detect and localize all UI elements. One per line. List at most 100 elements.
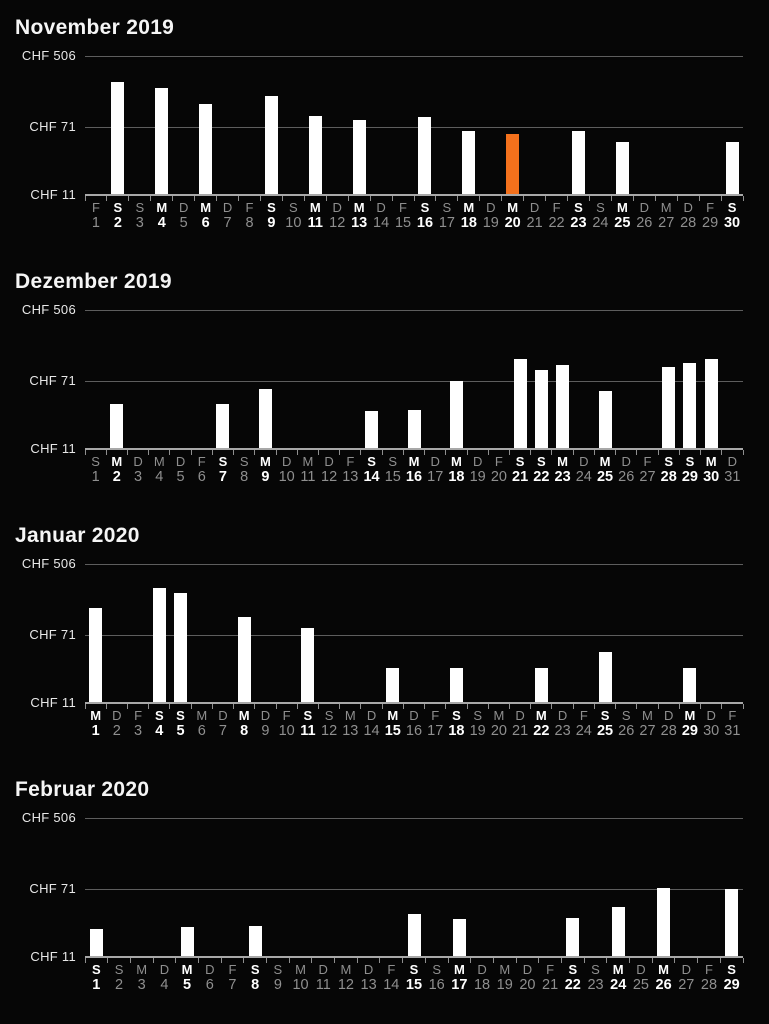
price-bar[interactable] <box>611 906 625 957</box>
price-bar[interactable] <box>418 117 432 195</box>
axis-tick <box>636 450 638 455</box>
weekday-label: D <box>205 962 215 977</box>
day-number: 29 <box>681 723 698 739</box>
month-chart-november-2019: November 2019 CHF 506 CHF 71 CHF 11 F 1 S 2 S 3 M 4… <box>0 0 769 254</box>
weekday-label: D <box>260 708 271 723</box>
axis-tick <box>211 704 213 709</box>
day-number: 28 <box>660 469 677 485</box>
price-bar[interactable] <box>556 365 570 449</box>
price-bar[interactable] <box>572 131 585 195</box>
day-number: 22 <box>564 977 581 993</box>
axis-tick <box>275 704 277 709</box>
price-bar[interactable] <box>386 667 400 703</box>
weekday-label: M <box>136 962 148 977</box>
weekday-label: M <box>660 200 672 215</box>
axis-tick <box>360 704 362 709</box>
price-bar[interactable] <box>199 103 213 195</box>
day-number: 20 <box>490 469 507 485</box>
price-bar[interactable] <box>725 889 739 957</box>
price-bar[interactable] <box>180 927 194 957</box>
price-bar[interactable] <box>89 608 103 703</box>
day-number: 3 <box>135 215 144 231</box>
day-number: 7 <box>223 215 232 231</box>
axis-tick <box>487 704 489 709</box>
day-number: 18 <box>448 469 465 485</box>
price-bar[interactable] <box>407 410 421 449</box>
price-bar[interactable] <box>725 141 739 195</box>
price-bar[interactable] <box>152 588 166 703</box>
day-number: 16 <box>405 723 423 739</box>
price-bar[interactable] <box>258 389 272 449</box>
price-bar[interactable] <box>513 359 527 449</box>
axis-tick <box>615 704 617 709</box>
price-bar[interactable] <box>683 362 697 449</box>
price-bar-selected[interactable] <box>506 134 520 195</box>
price-bar[interactable] <box>704 358 718 449</box>
gridline <box>85 381 743 383</box>
day-number: 1 <box>91 215 100 231</box>
y-axis-label: CHF 506 <box>21 556 76 571</box>
axis-tick <box>381 704 383 709</box>
price-bar[interactable] <box>462 130 476 195</box>
day-number: 5 <box>179 215 188 231</box>
price-bar[interactable] <box>248 925 262 957</box>
axis-tick <box>447 958 449 963</box>
price-bar[interactable] <box>111 82 125 195</box>
price-bar[interactable] <box>237 617 251 703</box>
price-bar[interactable] <box>452 919 466 957</box>
gridline <box>85 310 743 311</box>
axis-tick <box>700 704 702 709</box>
price-bar[interactable] <box>110 403 124 449</box>
day-number: 14 <box>363 469 380 485</box>
axis-tick <box>356 958 358 963</box>
price-bar[interactable] <box>598 651 612 703</box>
axis-tick <box>515 958 517 963</box>
day-number: 6 <box>197 469 206 485</box>
axis-tick <box>288 958 290 963</box>
weekday-label: F <box>197 454 206 469</box>
axis-tick <box>175 958 177 963</box>
price-bar[interactable] <box>657 887 671 957</box>
day-number: 24 <box>575 723 592 739</box>
axis-tick <box>466 704 468 709</box>
day-number: 27 <box>639 723 656 739</box>
price-bar[interactable] <box>216 403 230 449</box>
price-bar[interactable] <box>662 367 676 449</box>
weekday-label: F <box>706 200 715 215</box>
day-number: 17 <box>427 723 444 739</box>
price-bar[interactable] <box>449 380 463 449</box>
day-number: 5 <box>176 723 185 739</box>
weekday-label: M <box>642 708 653 723</box>
axis-tick <box>572 450 574 455</box>
day-number: 5 <box>183 977 192 993</box>
weekday-label: D <box>639 200 649 215</box>
price-bar[interactable] <box>301 627 315 703</box>
price-bar[interactable] <box>566 918 580 957</box>
price-bar[interactable] <box>155 87 169 195</box>
price-bar[interactable] <box>449 667 463 703</box>
weekday-label: M <box>684 708 696 723</box>
price-bar[interactable] <box>534 369 548 449</box>
weekday-label: S <box>432 962 442 977</box>
price-bar[interactable] <box>89 928 103 957</box>
axis-tick <box>266 958 268 963</box>
price-bar[interactable] <box>615 142 629 195</box>
price-bar[interactable] <box>534 667 548 703</box>
price-bar[interactable] <box>352 119 366 195</box>
price-bar[interactable] <box>308 116 322 195</box>
day-number: 8 <box>245 215 254 231</box>
axis-tick <box>126 450 128 455</box>
axis-tick <box>509 704 511 709</box>
day-number: 9 <box>273 977 282 993</box>
price-bar[interactable] <box>407 913 421 957</box>
price-bar[interactable] <box>174 592 188 703</box>
axis-tick <box>572 704 574 709</box>
price-bar[interactable] <box>365 411 379 449</box>
axis-tick <box>197 958 199 963</box>
price-bar[interactable] <box>683 667 697 703</box>
day-number: 13 <box>360 977 377 993</box>
axis-tick <box>551 450 553 455</box>
price-bar[interactable] <box>264 95 278 195</box>
price-bar[interactable] <box>598 391 612 449</box>
